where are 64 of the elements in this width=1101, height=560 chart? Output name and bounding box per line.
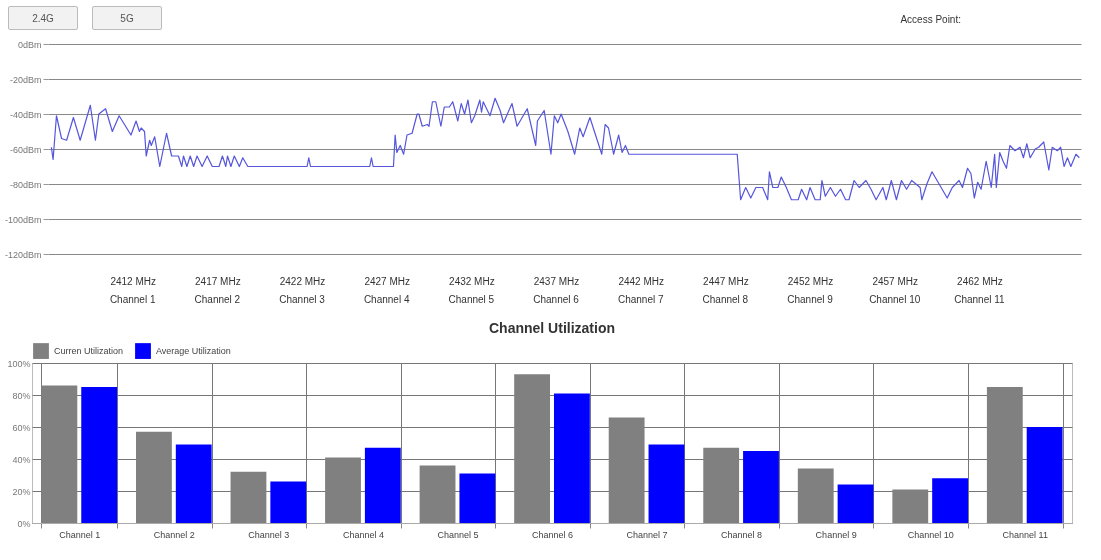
x-tick-label: Channel 9 (815, 529, 857, 540)
y-tick-label: -80dBm (9, 179, 42, 190)
x-tick-label: 2457 MHz (872, 275, 919, 287)
y-tick-label: 100% (7, 358, 31, 369)
x-tick-label: Channel 5 (437, 529, 479, 540)
text: 5G (92, 6, 162, 30)
x-tick-label: Channel 2 (153, 529, 195, 540)
text: Channel 5 (448, 294, 495, 305)
x-tick-label: 2447 MHz (703, 275, 749, 287)
text: Channel 3 (279, 294, 326, 305)
x-tick-label: Channel 11 (1002, 529, 1048, 540)
text: Channel 4 (363, 294, 410, 305)
x-tick-label: Channel 8 (721, 529, 763, 540)
bar (459, 473, 496, 523)
bar (270, 481, 307, 523)
text: Channel 7 (617, 294, 664, 305)
text: 2.4G (8, 6, 78, 30)
y-tick-label: 80% (12, 390, 31, 401)
bar (932, 478, 968, 523)
x-tick-label: 2422 MHz (279, 275, 326, 287)
y-tick-label: -40dBm (9, 109, 42, 120)
x-tick-label: Channel 3 (248, 529, 290, 540)
bar (1026, 427, 1063, 523)
x-tick-label: Channel 6 (531, 529, 574, 540)
x-tick-label: 2442 MHz (618, 275, 664, 287)
text: Channel 8 (702, 294, 749, 305)
x-tick-label: 2412 MHz (110, 275, 156, 287)
bar (837, 484, 874, 523)
legend-label: Curren Utilization (54, 346, 124, 357)
text: Channel 1 (109, 294, 156, 305)
y-tick-label: 20% (12, 486, 31, 497)
x-tick-label: 2437 MHz (533, 275, 580, 287)
y-tick-label: -120dBm (4, 249, 42, 260)
x-tick-label: 2417 MHz (195, 275, 241, 287)
bar (175, 444, 212, 523)
y-tick-label: 0dBm (17, 39, 42, 50)
x-tick-label: 2427 MHz (364, 275, 410, 287)
line-series (50, 97, 1080, 201)
y-tick-label: 40% (12, 454, 31, 465)
x-tick-label: Channel 1 (59, 529, 101, 540)
text: Channel 2 (194, 294, 241, 305)
y-tick-label: 60% (12, 422, 31, 433)
text: Channel 9 (787, 294, 834, 305)
x-tick-label: Channel 4 (342, 529, 384, 540)
x-tick-label: Channel 10 (907, 529, 954, 540)
text: Channel 11 (954, 294, 1006, 305)
bar (648, 444, 685, 523)
text: Channel 10 (869, 294, 921, 305)
bar (743, 451, 779, 523)
chart-title: Channel Utilization (489, 320, 615, 336)
y-tick-label: 0% (17, 518, 31, 529)
x-tick-label: 2452 MHz (787, 275, 834, 287)
x-tick-label: 2462 MHz (957, 275, 1003, 287)
bar (81, 387, 118, 523)
text: Access Point: (900, 14, 961, 25)
y-tick-label: -100dBm (4, 214, 42, 225)
x-tick-label: Channel 7 (626, 529, 668, 540)
x-tick-label: 2432 MHz (449, 275, 495, 287)
bar (553, 393, 590, 523)
bar (364, 447, 401, 523)
y-tick-label: -60dBm (9, 144, 42, 155)
text: Channel 6 (533, 294, 580, 305)
legend-label: Average Utilization (156, 346, 231, 357)
y-tick-label: -20dBm (9, 74, 42, 85)
